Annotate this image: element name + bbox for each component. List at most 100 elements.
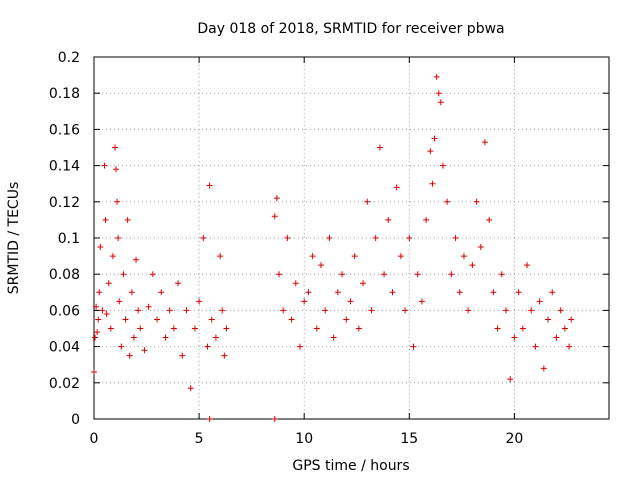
data-point <box>568 316 575 323</box>
data-point <box>114 198 121 205</box>
data-point <box>91 368 97 375</box>
data-point <box>137 325 144 332</box>
data-point <box>124 216 131 223</box>
data-point <box>507 376 514 383</box>
x-axis-ticks: 0 5 10 15 20 <box>90 57 523 447</box>
data-point <box>540 365 547 372</box>
data-point <box>280 307 287 314</box>
data-point <box>273 195 280 202</box>
x-tick-label: 5 <box>195 431 204 447</box>
data-point <box>187 385 194 392</box>
data-point <box>435 90 442 97</box>
data-point <box>418 298 425 305</box>
data-point <box>339 271 346 278</box>
data-point <box>179 352 186 359</box>
data-point <box>313 325 320 332</box>
data-point <box>107 325 114 332</box>
data-point <box>95 316 102 323</box>
data-point <box>360 280 367 287</box>
data-point <box>133 256 140 263</box>
data-point <box>553 334 560 341</box>
data-point <box>549 289 556 296</box>
data-point <box>519 325 526 332</box>
y-tick-label: 0.16 <box>49 122 80 138</box>
y-tick-label: 0.18 <box>49 86 80 102</box>
data-point <box>93 303 100 310</box>
data-point <box>112 144 119 151</box>
data-point <box>166 307 173 314</box>
data-point <box>217 253 224 260</box>
data-point <box>437 99 444 106</box>
data-point <box>456 289 463 296</box>
data-point <box>94 329 101 336</box>
data-point <box>465 307 472 314</box>
data-point <box>381 271 388 278</box>
data-point <box>423 216 430 223</box>
data-point <box>452 235 459 241</box>
data-point <box>126 352 133 359</box>
y-tick-label: 0.1 <box>58 231 80 247</box>
plot-frame <box>93 56 610 420</box>
data-point <box>116 298 123 305</box>
data-point <box>343 316 350 323</box>
data-point <box>170 325 177 332</box>
data-point <box>355 325 362 332</box>
data-point <box>406 235 413 241</box>
data-point <box>334 289 341 296</box>
data-point <box>219 307 226 314</box>
data-point <box>364 198 371 205</box>
x-axis-label: GPS time / hours <box>292 458 409 474</box>
data-point <box>223 325 230 332</box>
data-point <box>469 262 476 269</box>
data-point <box>322 307 329 314</box>
data-point <box>183 307 190 314</box>
data-point <box>389 289 396 296</box>
data-point <box>347 298 354 305</box>
data-point <box>351 253 358 260</box>
data-point <box>284 235 291 241</box>
data-point <box>566 343 573 350</box>
data-point <box>561 325 568 332</box>
data-point <box>154 316 161 323</box>
data-point <box>128 289 135 296</box>
y-tick-label: 0 <box>71 412 80 428</box>
data-point <box>271 416 278 422</box>
data-point <box>118 343 125 350</box>
data-point <box>330 334 337 341</box>
data-point <box>385 216 392 223</box>
data-point <box>122 316 129 323</box>
data-point <box>515 289 522 296</box>
chart-title: Day 018 of 2018, SRMTID for receiver pbw… <box>197 21 504 37</box>
y-tick-label: 0.08 <box>49 267 80 283</box>
data-point <box>92 334 99 341</box>
data-point <box>528 307 535 314</box>
data-point <box>368 307 375 314</box>
data-point <box>103 311 110 318</box>
data-point <box>414 271 421 278</box>
data-point <box>309 253 316 260</box>
data-point <box>376 144 383 151</box>
data-point <box>101 162 108 169</box>
data-point <box>511 334 518 341</box>
data-point <box>397 253 404 260</box>
data-point <box>105 280 112 287</box>
data-point <box>402 307 409 314</box>
x-tick-label: 10 <box>295 431 313 447</box>
data-point <box>557 307 564 314</box>
data-point <box>460 253 467 260</box>
x-tick-label: 15 <box>400 431 418 447</box>
data-point <box>292 280 299 287</box>
data-point <box>271 213 278 220</box>
data-point <box>427 148 434 155</box>
data-point <box>393 184 400 191</box>
data-point <box>503 307 509 314</box>
data-point <box>141 347 148 354</box>
y-axis-ticks: 0 0.02 0.04 0.06 0.08 0.1 0.12 0.14 0.16 0.18 0.2 <box>49 50 609 428</box>
y-tick-label: 0.12 <box>49 195 80 211</box>
data-point <box>102 216 109 223</box>
data-point <box>212 334 219 341</box>
data-point <box>477 244 484 251</box>
data-point <box>444 198 451 205</box>
data-point <box>200 235 207 241</box>
